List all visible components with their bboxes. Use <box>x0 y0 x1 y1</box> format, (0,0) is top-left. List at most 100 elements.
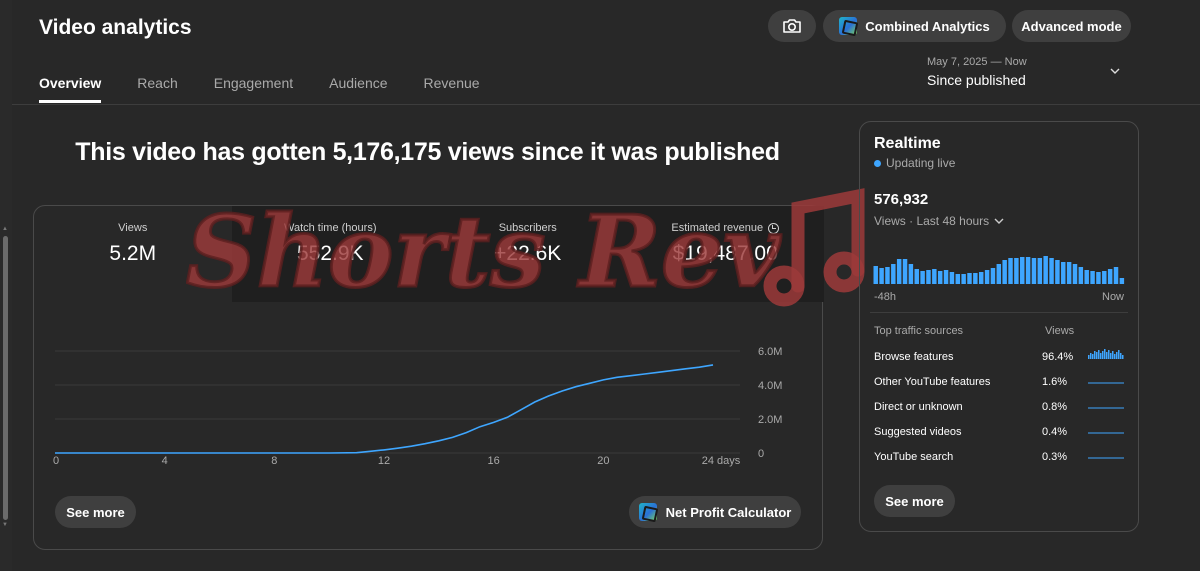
y-tick-label: 2.0M <box>758 414 782 426</box>
combined-analytics-button[interactable]: Combined Analytics <box>823 10 1006 42</box>
realtime-bar <box>1090 271 1095 284</box>
date-range-select[interactable]: May 7, 2025 — Now Since published <box>927 56 1127 88</box>
y-tick-label: 6.0M <box>758 346 782 358</box>
traffic-row[interactable]: Suggested videos 0.4% <box>874 426 1124 442</box>
realtime-bar <box>1031 258 1037 284</box>
advanced-mode-button[interactable]: Advanced mode <box>1012 10 1131 42</box>
scrollbar-thumb[interactable] <box>3 236 8 520</box>
realtime-bar <box>1049 258 1054 284</box>
net-profit-calculator-button[interactable]: Net Profit Calculator <box>629 496 801 528</box>
realtime-bar <box>961 274 966 284</box>
screenshot-button[interactable] <box>768 10 816 42</box>
metric-label: Watch time (hours) <box>283 222 377 234</box>
realtime-bar <box>920 271 925 284</box>
realtime-bar <box>1084 270 1089 284</box>
traffic-header: Top traffic sources Views <box>874 325 1124 337</box>
realtime-bar <box>1043 256 1048 284</box>
x-tick-label: 0 <box>53 455 59 467</box>
traffic-percent: 0.4% <box>1042 426 1068 438</box>
realtime-count: 576,932 <box>874 191 929 208</box>
realtime-see-more-button[interactable]: See more <box>874 485 955 517</box>
metric-value: $19,487.00 <box>672 242 778 265</box>
traffic-row[interactable]: Browse features 96.4% <box>874 349 1124 367</box>
metric-value: 5.2M <box>109 242 157 265</box>
realtime-bar <box>1020 257 1025 284</box>
tab-engagement[interactable]: Engagement <box>213 75 294 91</box>
chevron-down-icon <box>994 218 1004 224</box>
realtime-bar <box>1061 262 1066 284</box>
traffic-sparkline <box>1088 457 1124 459</box>
scroll-up-arrow-icon[interactable]: ▲ <box>2 226 8 232</box>
date-range-text: May 7, 2025 — Now <box>927 56 1027 68</box>
realtime-bar <box>1119 278 1125 284</box>
metric-watch-time[interactable]: Watch time (hours) 552.9K <box>231 206 429 302</box>
realtime-divider <box>870 312 1128 313</box>
realtime-bar <box>908 264 914 284</box>
realtime-bar <box>996 264 1002 284</box>
x-tick-label: 12 <box>378 455 390 467</box>
views-series-line <box>55 364 714 454</box>
realtime-bar <box>949 272 955 284</box>
metric-views[interactable]: Views 5.2M <box>34 206 232 302</box>
realtime-bar <box>1055 260 1060 284</box>
traffic-percent: 96.4% <box>1042 351 1074 363</box>
metric-subscribers[interactable]: Subscribers +22.6K <box>429 206 627 302</box>
y-tick-label: 4.0M <box>758 380 782 392</box>
realtime-bar <box>1037 258 1043 284</box>
realtime-bar <box>926 270 931 284</box>
x-tick-label: 8 <box>271 455 277 467</box>
views-line-chart[interactable]: 0 2.0M 4.0M 6.0M 0 4 8 12 16 20 24 days <box>40 340 800 480</box>
realtime-bar <box>967 273 972 284</box>
realtime-bar <box>1078 267 1084 284</box>
realtime-bar <box>1072 264 1078 284</box>
metric-row: Views 5.2M Watch time (hours) 552.9K Sub… <box>34 206 824 302</box>
realtime-axis-start: -48h <box>874 291 897 303</box>
realtime-bar <box>1002 260 1007 284</box>
tabs-divider <box>12 104 1200 105</box>
traffic-source: Other YouTube features <box>874 376 991 388</box>
realtime-bar <box>984 270 990 284</box>
realtime-bar <box>891 264 896 284</box>
realtime-title: Realtime <box>874 135 941 152</box>
realtime-status-text: Updating live <box>886 156 956 170</box>
metric-value: 552.9K <box>296 242 364 265</box>
see-more-button[interactable]: See more <box>55 496 136 528</box>
realtime-caption: Views · Last 48 hours <box>874 214 990 228</box>
traffic-row[interactable]: Other YouTube features 1.6% <box>874 376 1124 392</box>
scroll-down-arrow-icon[interactable]: ▼ <box>2 522 8 528</box>
tab-revenue[interactable]: Revenue <box>423 75 480 91</box>
realtime-period-select[interactable]: Views · Last 48 hours <box>874 214 1005 228</box>
realtime-bar-chart[interactable] <box>873 252 1125 284</box>
realtime-bar <box>937 271 943 284</box>
realtime-bar <box>973 273 978 284</box>
realtime-bar <box>873 266 878 284</box>
traffic-row[interactable]: Direct or unknown 0.8% <box>874 401 1124 417</box>
x-tick-label: 16 <box>488 455 500 467</box>
x-tick-label: 4 <box>162 455 168 467</box>
traffic-source: Direct or unknown <box>874 401 963 413</box>
traffic-source: YouTube search <box>874 451 954 463</box>
traffic-source: Suggested videos <box>874 426 962 438</box>
metric-label: Views <box>118 222 148 234</box>
tab-overview[interactable]: Overview <box>39 75 102 103</box>
traffic-sparkline <box>1088 382 1124 384</box>
x-tick-label: 20 <box>597 455 609 467</box>
date-range-value: Since published <box>927 72 1026 88</box>
traffic-percent: 1.6% <box>1042 376 1068 388</box>
combined-analytics-label: Combined Analytics <box>865 18 990 34</box>
traffic-row[interactable]: YouTube search 0.3% <box>874 451 1124 467</box>
realtime-status: Updating live <box>874 156 955 170</box>
traffic-percent: 0.8% <box>1042 401 1068 413</box>
metric-estimated-revenue[interactable]: Estimated revenue $19,487.00 <box>626 206 825 302</box>
realtime-bar <box>1102 271 1107 284</box>
tab-reach[interactable]: Reach <box>137 75 178 91</box>
tab-audience[interactable]: Audience <box>329 75 388 91</box>
chevron-down-icon[interactable] <box>1110 66 1120 76</box>
traffic-sparkline <box>1088 349 1124 359</box>
tab-bar: Overview Reach Engagement Audience Reven… <box>39 75 516 103</box>
live-dot-icon <box>874 159 881 167</box>
metric-label: Estimated revenue <box>627 222 825 234</box>
x-tick-label: 24 days <box>702 455 741 467</box>
y-tick-label: 0 <box>758 448 764 460</box>
realtime-bar <box>1014 258 1019 284</box>
